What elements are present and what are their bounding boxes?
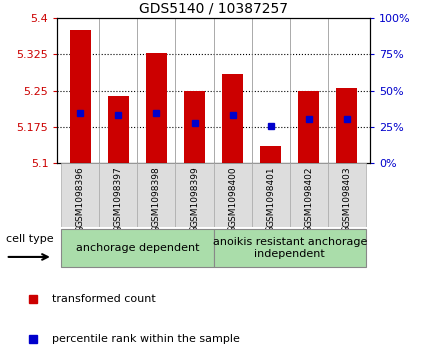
Text: GSM1098402: GSM1098402: [304, 167, 313, 227]
Text: anchorage dependent: anchorage dependent: [76, 243, 199, 253]
Text: GSM1098399: GSM1098399: [190, 167, 199, 227]
Text: transformed count: transformed count: [52, 294, 156, 305]
Text: percentile rank within the sample: percentile rank within the sample: [52, 334, 240, 344]
FancyBboxPatch shape: [137, 163, 176, 227]
Bar: [337, 88, 357, 163]
FancyBboxPatch shape: [290, 163, 328, 227]
Bar: [146, 53, 167, 163]
Title: GDS5140 / 10387257: GDS5140 / 10387257: [139, 1, 288, 16]
Bar: [108, 95, 129, 163]
FancyBboxPatch shape: [252, 163, 290, 227]
FancyBboxPatch shape: [214, 163, 252, 227]
FancyBboxPatch shape: [328, 163, 366, 227]
Bar: [184, 91, 205, 163]
Text: GSM1098400: GSM1098400: [228, 167, 237, 227]
FancyBboxPatch shape: [61, 163, 99, 227]
FancyBboxPatch shape: [214, 229, 366, 266]
Text: GSM1098396: GSM1098396: [76, 167, 85, 227]
Bar: [70, 30, 91, 163]
FancyBboxPatch shape: [99, 163, 137, 227]
Text: anoikis resistant anchorage
independent: anoikis resistant anchorage independent: [212, 237, 367, 258]
Bar: [260, 146, 281, 163]
Text: GSM1098403: GSM1098403: [343, 167, 351, 227]
FancyBboxPatch shape: [61, 229, 214, 266]
Text: GSM1098398: GSM1098398: [152, 167, 161, 227]
Text: GSM1098397: GSM1098397: [114, 167, 123, 227]
Bar: [298, 91, 319, 163]
Bar: [222, 74, 243, 163]
Text: GSM1098401: GSM1098401: [266, 167, 275, 227]
FancyBboxPatch shape: [176, 163, 214, 227]
Text: cell type: cell type: [6, 233, 54, 244]
